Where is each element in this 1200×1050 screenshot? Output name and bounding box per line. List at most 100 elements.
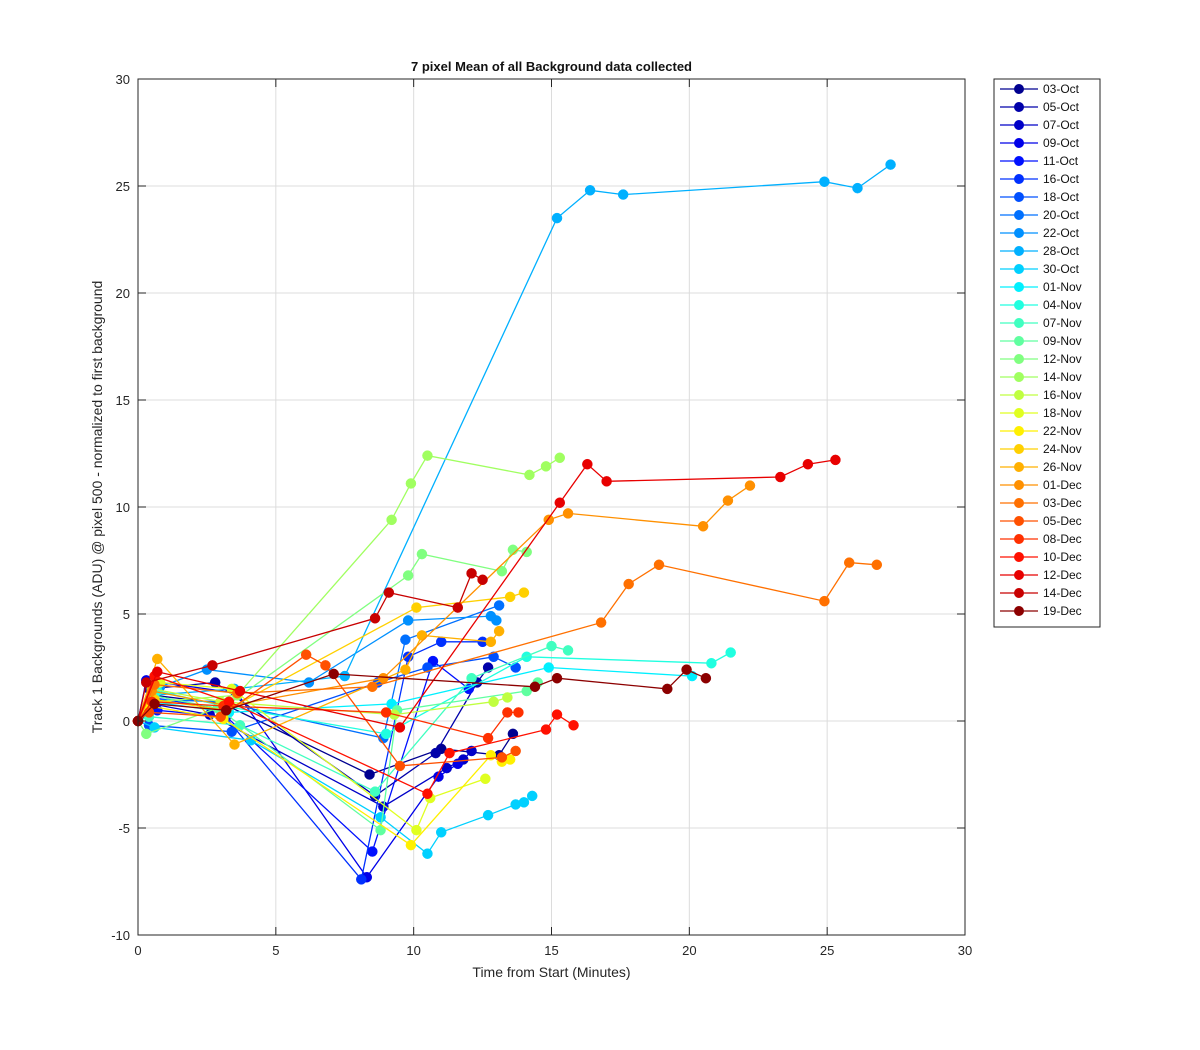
data-point bbox=[529, 681, 541, 693]
legend-marker bbox=[1014, 480, 1024, 490]
legend-item-04-nov: 04-Nov bbox=[1000, 298, 1082, 312]
x-tick-label: 15 bbox=[544, 943, 558, 958]
data-point bbox=[802, 458, 814, 470]
legend-label: 14-Nov bbox=[1043, 370, 1082, 384]
data-point bbox=[229, 739, 240, 750]
data-point bbox=[518, 587, 530, 598]
data-point bbox=[819, 595, 830, 607]
data-point bbox=[339, 670, 350, 682]
legend-item-30-oct: 30-Oct bbox=[1000, 262, 1080, 276]
data-point bbox=[367, 846, 378, 857]
data-point bbox=[521, 651, 532, 663]
y-tick-label: -10 bbox=[111, 928, 130, 943]
data-point bbox=[496, 565, 508, 577]
data-point bbox=[207, 660, 218, 671]
data-point bbox=[504, 591, 516, 603]
legend-marker bbox=[1014, 192, 1024, 202]
data-point bbox=[152, 653, 163, 665]
data-point bbox=[852, 182, 863, 194]
data-point bbox=[234, 685, 246, 697]
data-point bbox=[706, 657, 717, 669]
legend-item-03-dec: 03-Dec bbox=[1000, 496, 1082, 510]
legend-item-24-nov: 24-Nov bbox=[1000, 442, 1082, 456]
legend-item-03-oct: 03-Oct bbox=[1000, 82, 1080, 96]
data-point bbox=[819, 176, 830, 187]
legend-marker bbox=[1014, 336, 1024, 346]
series-line bbox=[137, 653, 516, 767]
data-point bbox=[744, 480, 756, 491]
data-point bbox=[402, 570, 414, 581]
data-point bbox=[681, 664, 692, 675]
x-tick-label: 10 bbox=[406, 943, 420, 958]
data-point bbox=[416, 548, 428, 560]
data-point bbox=[775, 471, 786, 483]
legend-marker bbox=[1014, 282, 1024, 292]
legend-marker bbox=[1014, 390, 1024, 400]
data-point bbox=[328, 668, 339, 680]
data-point bbox=[551, 672, 563, 684]
data-point bbox=[502, 692, 513, 703]
legend-label: 18-Nov bbox=[1043, 406, 1082, 420]
legend-label: 05-Oct bbox=[1043, 100, 1080, 114]
legend-marker bbox=[1014, 372, 1024, 382]
legend-label: 14-Dec bbox=[1043, 586, 1082, 600]
data-point bbox=[356, 874, 367, 885]
data-point bbox=[320, 660, 331, 671]
data-point bbox=[383, 587, 395, 598]
x-tick-label: 25 bbox=[820, 943, 834, 958]
data-point bbox=[568, 720, 579, 731]
data-point bbox=[405, 839, 417, 851]
data-point bbox=[411, 602, 422, 613]
legend-label: 01-Nov bbox=[1043, 280, 1082, 294]
legend-marker bbox=[1014, 210, 1024, 220]
legend-item-18-nov: 18-Nov bbox=[1000, 406, 1082, 420]
legend-item-20-oct: 20-Oct bbox=[1000, 208, 1080, 222]
legend-item-19-dec: 19-Dec bbox=[1000, 604, 1082, 618]
legend-box bbox=[993, 78, 1101, 628]
series-19-dec bbox=[132, 664, 712, 727]
data-point bbox=[496, 752, 508, 763]
legend-label: 30-Oct bbox=[1043, 262, 1080, 276]
data-point bbox=[551, 709, 563, 720]
legend-label: 20-Oct bbox=[1043, 208, 1080, 222]
data-point bbox=[141, 728, 152, 740]
data-point bbox=[700, 672, 712, 684]
legend-label: 03-Oct bbox=[1043, 82, 1080, 96]
data-point bbox=[617, 189, 629, 200]
legend-item-01-dec: 01-Dec bbox=[1000, 478, 1082, 492]
legend-item-11-oct: 11-Oct bbox=[1000, 154, 1079, 168]
data-point bbox=[435, 636, 447, 648]
legend-marker bbox=[1014, 588, 1024, 598]
chart-title: 7 pixel Mean of all Background data coll… bbox=[411, 59, 692, 74]
legend-item-12-nov: 12-Nov bbox=[1000, 352, 1082, 366]
legend-marker bbox=[1014, 102, 1024, 112]
data-point bbox=[226, 726, 237, 737]
x-axis-label: Time from Start (Minutes) bbox=[472, 964, 630, 980]
data-point bbox=[435, 827, 447, 838]
data-point bbox=[722, 495, 734, 506]
data-point bbox=[493, 600, 505, 611]
legend-marker bbox=[1014, 120, 1024, 130]
data-point bbox=[485, 636, 497, 648]
data-point bbox=[380, 728, 392, 740]
data-point bbox=[141, 677, 152, 688]
data-point bbox=[482, 809, 494, 821]
data-point bbox=[601, 476, 612, 487]
legend-label: 22-Nov bbox=[1043, 424, 1082, 438]
data-point bbox=[378, 672, 389, 684]
data-point bbox=[480, 773, 491, 785]
data-point bbox=[513, 707, 524, 718]
data-point bbox=[595, 617, 607, 628]
legend-marker bbox=[1014, 354, 1024, 364]
legend-marker bbox=[1014, 570, 1024, 580]
data-point bbox=[885, 159, 896, 170]
data-point bbox=[653, 559, 665, 571]
y-tick-label: -5 bbox=[118, 821, 130, 836]
legend-marker bbox=[1014, 444, 1024, 454]
data-point bbox=[394, 722, 406, 733]
legend-item-10-dec: 10-Dec bbox=[1000, 550, 1082, 564]
legend-marker bbox=[1014, 606, 1024, 616]
legend-label: 09-Nov bbox=[1043, 334, 1082, 348]
data-point bbox=[422, 788, 433, 800]
legend-marker bbox=[1014, 264, 1024, 274]
